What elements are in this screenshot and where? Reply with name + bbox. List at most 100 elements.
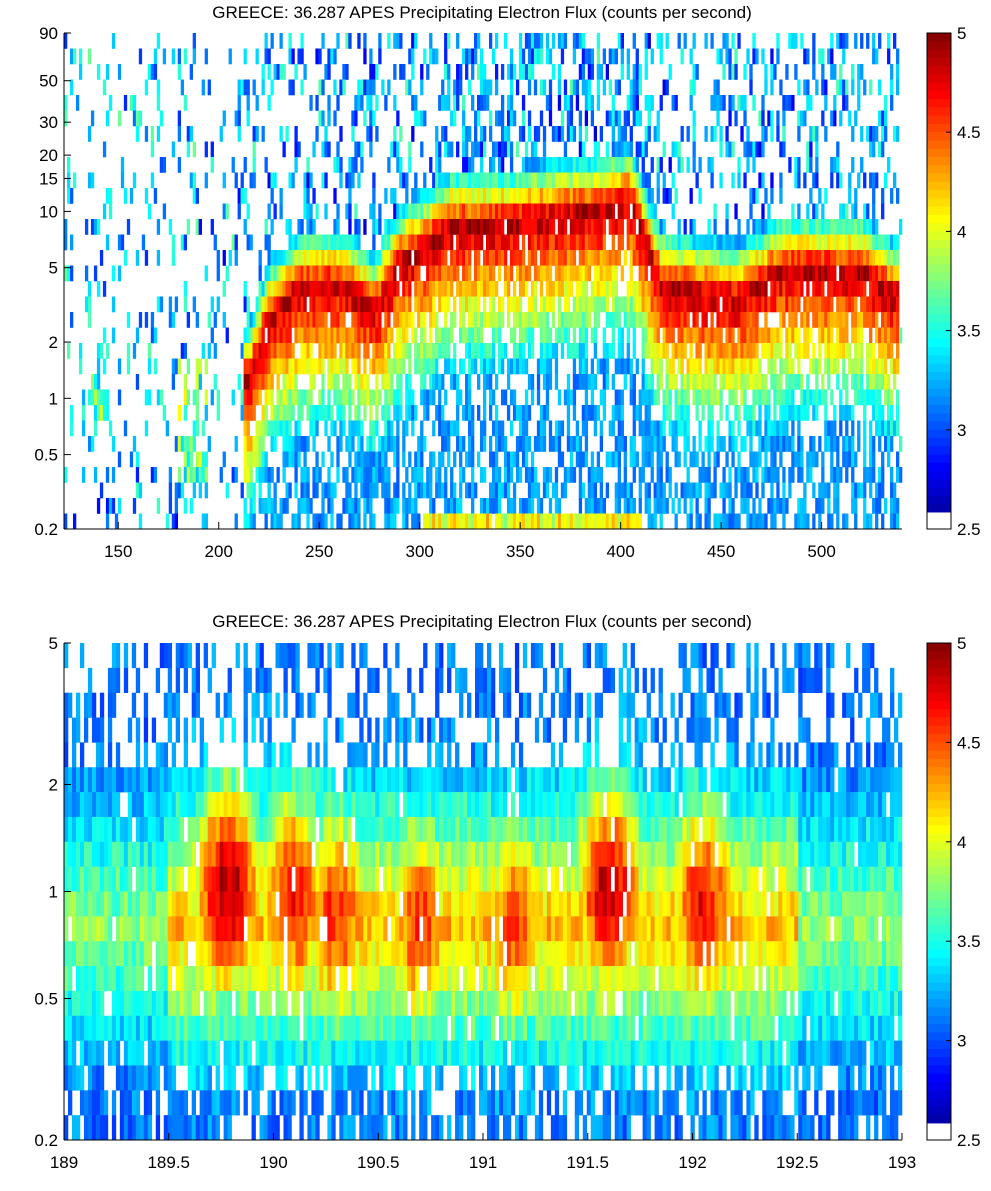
heat-cell: [761, 436, 765, 452]
heat-cell: [569, 95, 574, 111]
heat-cell: [581, 64, 586, 80]
heat-cell: [770, 467, 774, 483]
heat-cell: [405, 219, 409, 235]
heat-cell: [641, 141, 645, 158]
heat-cell: [354, 157, 358, 173]
heat-cell: [620, 172, 624, 189]
heat-cell: [462, 513, 466, 530]
heat-cell: [764, 188, 768, 204]
heat-cell: [294, 141, 298, 158]
heat-cell: [83, 841, 89, 867]
heat-cell: [87, 436, 92, 452]
heat-cell: [477, 250, 481, 266]
heat-cell: [821, 389, 825, 406]
heat-cell: [677, 250, 681, 266]
heat-cell: [330, 281, 334, 297]
heat-cell: [863, 482, 867, 499]
heat-cell: [396, 141, 400, 158]
heat-cell: [770, 48, 774, 65]
heat-cell: [96, 343, 101, 359]
heat-cell: [683, 265, 687, 282]
heat-cell: [396, 358, 400, 375]
heat-cell: [653, 219, 657, 235]
heat-cell: [264, 513, 268, 530]
heat-cell: [83, 767, 89, 793]
heat-cell: [488, 110, 493, 127]
heat-cell: [548, 327, 553, 344]
heat-cell: [474, 482, 478, 499]
heat-cell: [285, 420, 289, 437]
heat-cell: [282, 405, 286, 421]
heat-cell: [710, 157, 714, 173]
heat-cell: [524, 405, 529, 421]
heat-cell: [743, 467, 747, 483]
heat-cell: [647, 234, 651, 251]
heat-cell: [450, 513, 454, 530]
heat-cell: [186, 219, 190, 235]
heat-cell: [617, 467, 621, 483]
heat-cell: [755, 467, 759, 483]
heat-cell: [357, 374, 361, 390]
heat-cell: [701, 467, 705, 483]
heat-cell: [285, 343, 289, 359]
heat-cell: [599, 281, 604, 297]
heat-cell: [255, 436, 259, 452]
heat-cell: [818, 482, 822, 499]
heat-cell: [572, 467, 577, 483]
heat-cell: [345, 374, 349, 390]
heat-cell: [602, 157, 606, 173]
heat-cell: [656, 157, 660, 173]
heat-cell: [327, 48, 331, 65]
heat-cell: [896, 513, 900, 530]
heat-cell: [545, 467, 550, 483]
heat-cell: [390, 420, 394, 437]
heat-cell: [468, 281, 472, 297]
heat-cell: [363, 265, 367, 282]
heat-cell: [893, 498, 897, 514]
heat-cell: [342, 498, 346, 514]
heat-cell: [351, 389, 355, 406]
heat-cell: [734, 234, 738, 251]
heat-cell: [491, 172, 496, 189]
heat-cell: [713, 203, 717, 220]
heat-cell: [557, 389, 562, 406]
heat-cell: [848, 281, 852, 297]
heat-cell: [264, 281, 268, 297]
heat-cell: [432, 312, 436, 328]
heat-cell: [536, 482, 541, 499]
heat-cell: [527, 265, 532, 282]
heat-cell: [75, 891, 81, 917]
heat-cell: [351, 234, 355, 251]
heat-cell: [279, 405, 283, 421]
heat-cell: [471, 312, 475, 328]
heat-cell: [869, 451, 873, 468]
heat-cell: [246, 482, 250, 499]
heat-cell: [752, 312, 756, 328]
heat-cell: [785, 343, 789, 359]
heat-cell: [99, 389, 104, 406]
heat-cell: [168, 312, 173, 328]
heat-cell: [632, 436, 636, 452]
heat-cell: [500, 250, 505, 266]
heat-cell: [719, 141, 723, 158]
heat-cell: [64, 1065, 69, 1091]
heat-cell: [722, 95, 726, 111]
heat-cell: [701, 296, 705, 313]
heat-cell: [399, 343, 403, 359]
heat-cell: [294, 482, 298, 499]
heat-cell: [192, 48, 196, 65]
heat-cell: [626, 219, 630, 235]
heat-cell: [611, 420, 615, 437]
heat-cell: [243, 327, 247, 344]
heat-cell: [785, 296, 789, 313]
heat-cell: [731, 33, 735, 49]
heat-cell: [444, 389, 448, 406]
heat-cell: [237, 110, 241, 127]
heat-cell: [755, 250, 759, 266]
heat-cell: [560, 126, 565, 142]
heat-cell: [797, 234, 801, 251]
heat-cell: [668, 250, 672, 266]
heat-cell: [450, 265, 454, 282]
heat-cell: [273, 172, 277, 189]
heat-cell: [674, 513, 678, 530]
